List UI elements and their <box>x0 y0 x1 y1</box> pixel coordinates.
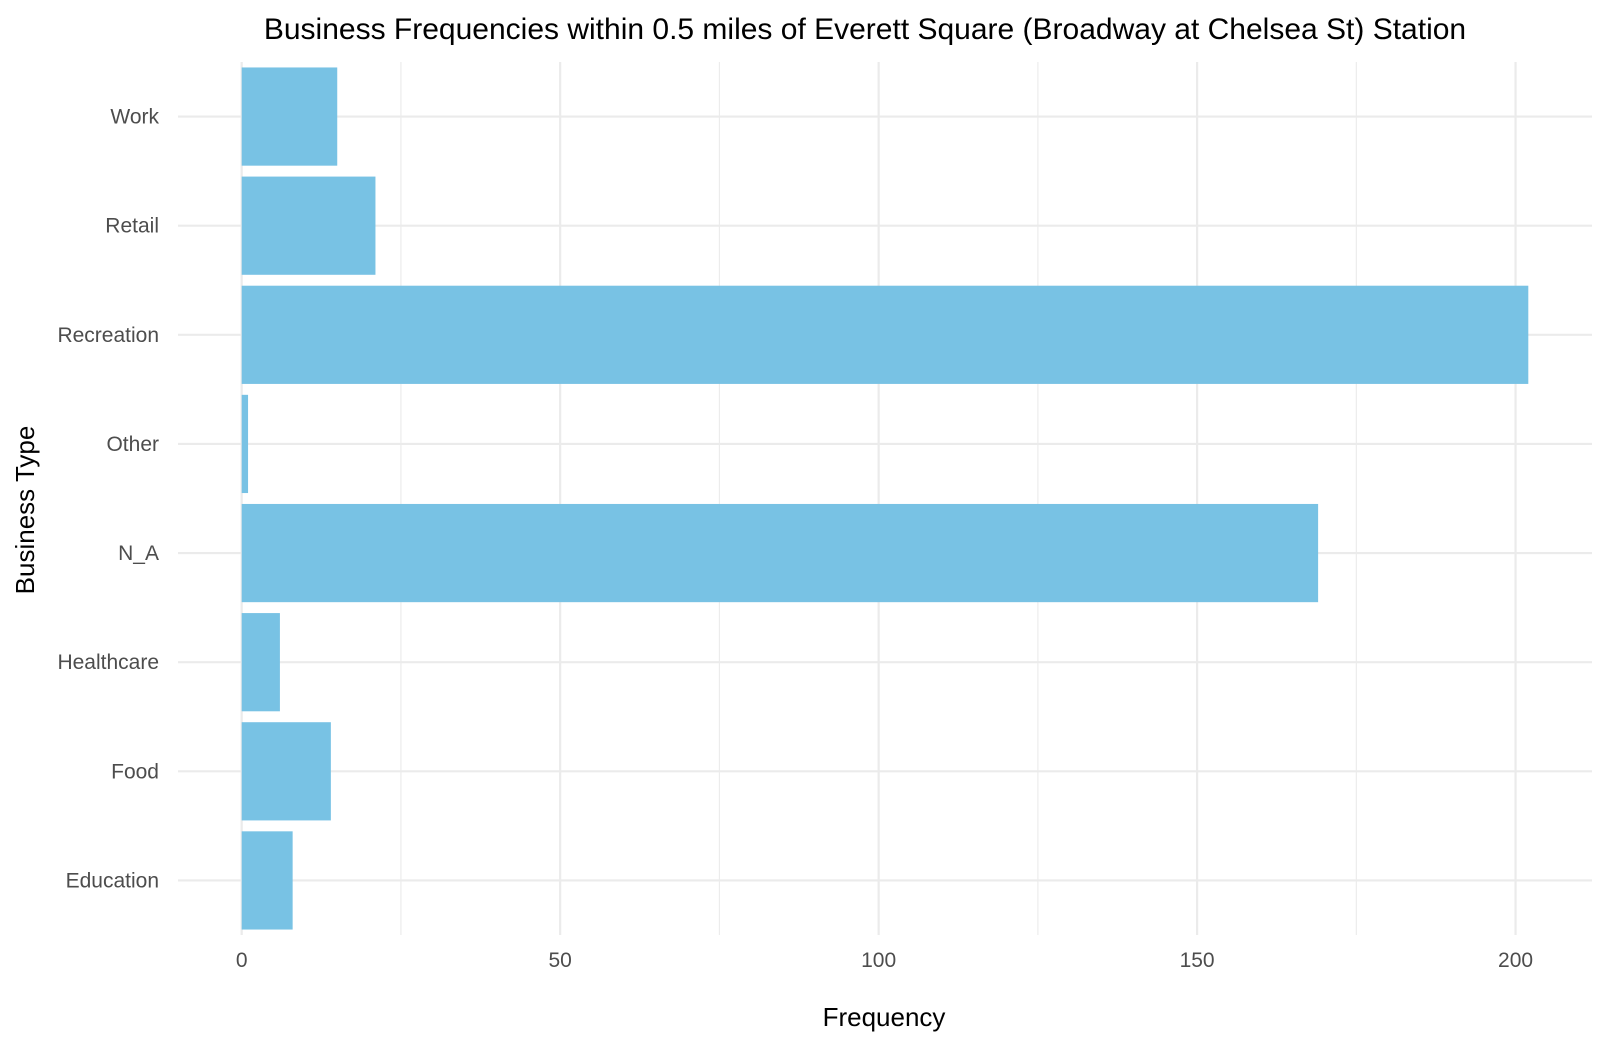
y-tick-label: N_A <box>118 542 159 565</box>
x-tick-label: 200 <box>1498 949 1533 972</box>
bars <box>241 67 1529 930</box>
bar-n-a <box>241 503 1319 603</box>
y-tick-label: Food <box>111 760 159 783</box>
bar-food <box>241 722 331 821</box>
y-axis-title: Business Type <box>10 426 40 595</box>
x-tick-label: 0 <box>236 949 248 972</box>
x-tick-label: 100 <box>861 949 896 972</box>
grid-lines <box>178 62 1592 935</box>
y-tick-label: Recreation <box>57 324 159 347</box>
y-tick-label: Other <box>106 433 159 456</box>
chart-title: Business Frequencies within 0.5 miles of… <box>264 13 1466 46</box>
x-axis-title: Frequency <box>823 1002 946 1032</box>
bar-recreation <box>241 285 1529 384</box>
bar-healthcare <box>241 613 280 712</box>
bar-other <box>241 394 249 494</box>
bar-work <box>241 67 338 166</box>
bar-retail <box>241 176 376 275</box>
x-axis-ticks: 0 50 100 150 200 <box>236 949 1533 972</box>
y-tick-label: Work <box>110 106 159 129</box>
y-tick-label: Retail <box>105 215 159 238</box>
x-tick-label: 150 <box>1180 949 1215 972</box>
y-tick-label: Education <box>66 869 159 892</box>
y-tick-label: Healthcare <box>57 651 159 674</box>
y-axis-ticks: Education Food Healthcare N_A Other Recreatio… <box>57 106 159 893</box>
bar-education <box>241 831 293 930</box>
x-tick-label: 50 <box>548 949 571 972</box>
